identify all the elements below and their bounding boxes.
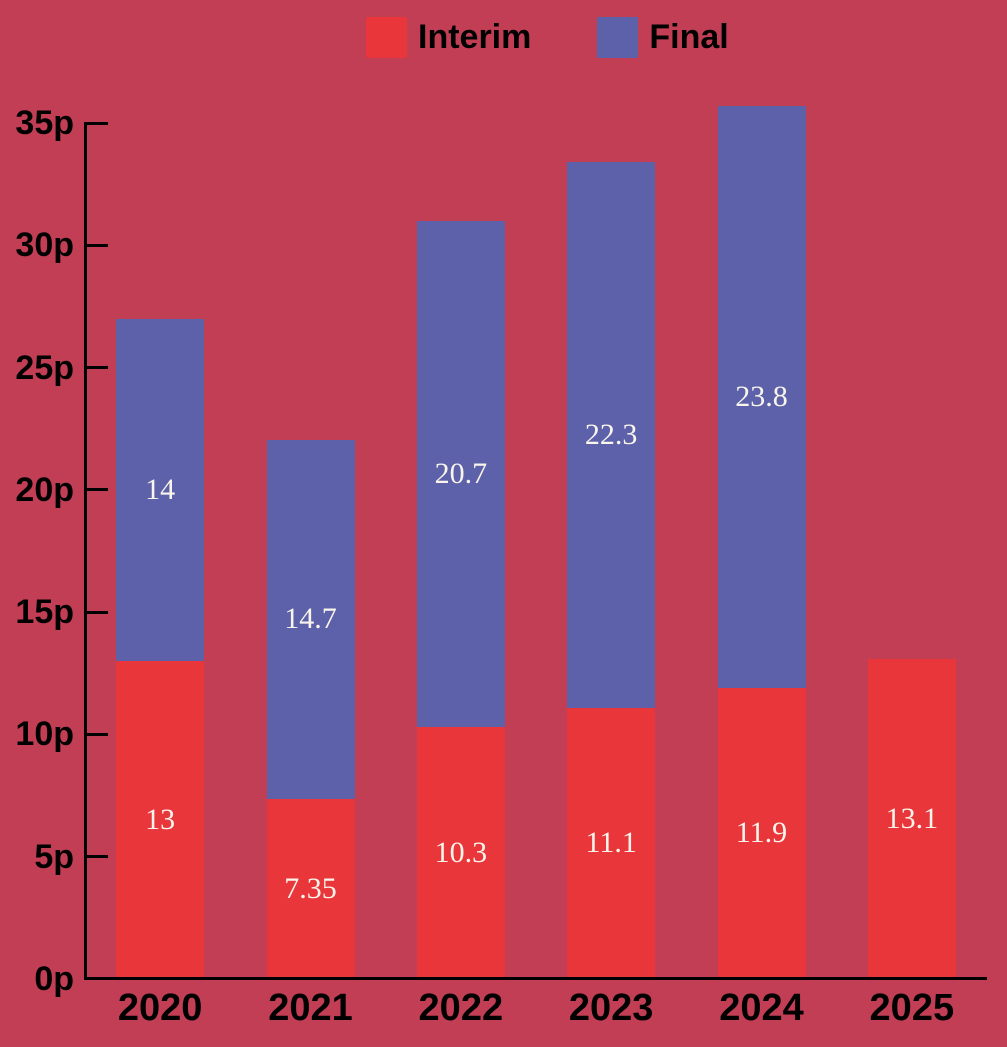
interim-color-swatch: [366, 17, 407, 58]
y-axis-tick: [84, 121, 108, 125]
bar-segment-final-2020: [116, 318, 205, 662]
legend-label-final: Final: [649, 18, 729, 56]
y-axis-tick: [84, 610, 108, 614]
x-tick-label: 2023: [568, 987, 654, 1029]
y-axis-tick: [84, 855, 108, 859]
y-axis-line: [84, 123, 87, 979]
y-tick-label: 35p: [15, 104, 74, 142]
x-tick-label: 2021: [268, 987, 353, 1029]
y-axis-tick: [84, 732, 108, 736]
legend-item-final: Final: [597, 17, 729, 58]
bar-segment-final-2024: [717, 105, 806, 688]
y-axis-tick: [84, 366, 108, 370]
x-tick-label: 2020: [117, 987, 203, 1029]
y-axis-tick: [84, 488, 108, 492]
legend: Interim Final: [366, 17, 729, 58]
y-tick-label: 5p: [34, 837, 74, 876]
y-tick-label: 15p: [15, 593, 74, 632]
y-tick-label: 20p: [15, 470, 74, 509]
final-color-swatch: [597, 17, 639, 58]
y-tick-label: 0p: [34, 960, 74, 998]
bar-segment-interim-2023: [567, 707, 656, 979]
y-tick-label: 10p: [15, 715, 74, 754]
y-tick-label: 25p: [15, 348, 74, 387]
bar-segment-interim-2024: [717, 687, 806, 979]
bar-segment-final-2023: [567, 162, 656, 708]
y-tick-label: 30p: [15, 226, 74, 265]
legend-item-interim: Interim: [366, 17, 531, 58]
bar-segment-interim-2025: [867, 658, 956, 979]
bar-segment-interim-2022: [416, 727, 505, 979]
legend-label-interim: Interim: [418, 18, 532, 56]
bar-segment-final-2021: [266, 439, 355, 800]
x-tick-label: 2022: [418, 987, 504, 1029]
y-axis-tick: [84, 243, 108, 247]
x-tick-label: 2025: [869, 987, 955, 1029]
x-axis-line: [84, 977, 987, 980]
bar-segment-interim-2020: [116, 661, 205, 979]
bar-segment-interim-2021: [266, 799, 355, 979]
x-tick-label: 2024: [719, 987, 804, 1029]
bar-segment-final-2022: [416, 220, 505, 728]
